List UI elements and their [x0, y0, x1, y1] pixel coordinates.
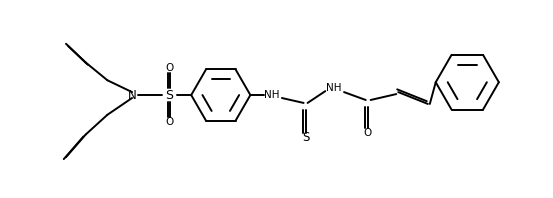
Text: S: S — [165, 89, 174, 102]
Text: O: O — [363, 128, 372, 138]
Text: O: O — [165, 63, 174, 73]
Text: NH: NH — [264, 90, 280, 100]
Text: S: S — [302, 131, 309, 144]
Text: NH: NH — [326, 83, 342, 93]
Text: O: O — [165, 117, 174, 127]
Text: N: N — [128, 89, 137, 102]
